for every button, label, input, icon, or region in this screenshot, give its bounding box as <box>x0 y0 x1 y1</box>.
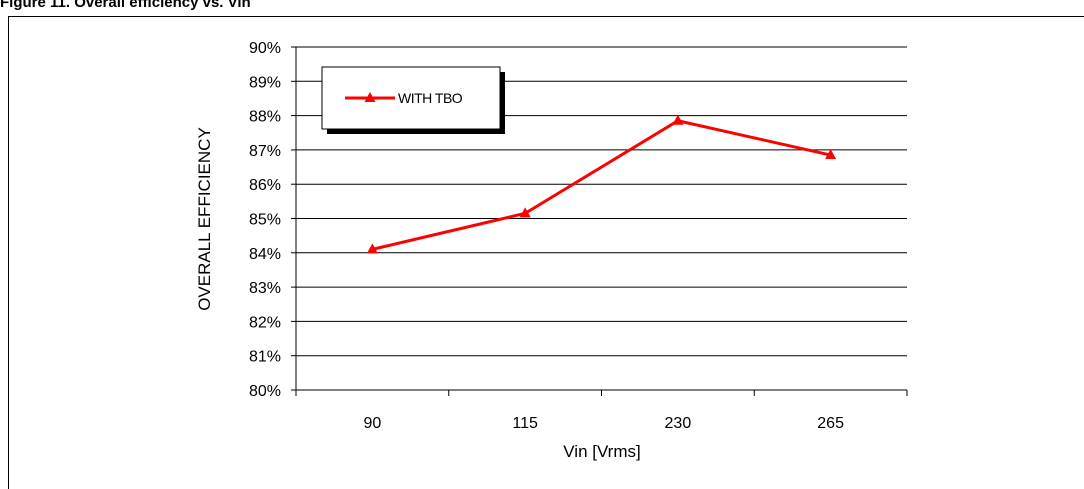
x-tick-label: 230 <box>665 415 692 432</box>
y-axis-title: OVERALL EFFICIENCY <box>195 127 214 311</box>
data-point-marker <box>519 207 531 218</box>
legend-label: WITH TBO <box>398 90 463 106</box>
legend-marker <box>364 92 376 102</box>
figure-frame <box>8 16 1084 489</box>
y-tick-label: 88% <box>249 109 281 126</box>
y-tick-label: 86% <box>249 177 281 194</box>
x-tick-labels: 90 115 230 265 <box>363 415 844 432</box>
y-tick-label: 84% <box>249 246 281 263</box>
series-with-tbo <box>366 114 837 254</box>
x-tick-label: 115 <box>512 415 538 432</box>
x-axis-title: Vin [Vrms] <box>563 442 640 461</box>
legend: WITH TBO <box>321 66 505 134</box>
y-tick-label: 81% <box>249 349 281 366</box>
series-line <box>372 119 831 251</box>
data-point-marker <box>366 243 378 254</box>
data-point-marker <box>672 114 684 125</box>
y-tick-label: 87% <box>249 143 281 160</box>
y-tick-labels: 80% 81% 82% 83% 84% 85% 86% 87% 88% 89% 90% <box>249 40 281 400</box>
x-tick-label: 90 <box>363 415 381 432</box>
data-point-marker <box>825 149 837 160</box>
y-tick-label: 80% <box>249 383 281 400</box>
x-tick-label: 265 <box>817 415 844 432</box>
axes <box>291 46 908 396</box>
y-tick-label: 85% <box>249 212 281 229</box>
y-tick-label: 82% <box>249 314 281 331</box>
y-tick-label: 83% <box>249 280 281 297</box>
figure-caption: Figure 11. Overall efficiency vs. Vin <box>0 0 251 11</box>
y-tick-label: 89% <box>249 74 281 91</box>
y-tick-label: 90% <box>249 40 281 57</box>
